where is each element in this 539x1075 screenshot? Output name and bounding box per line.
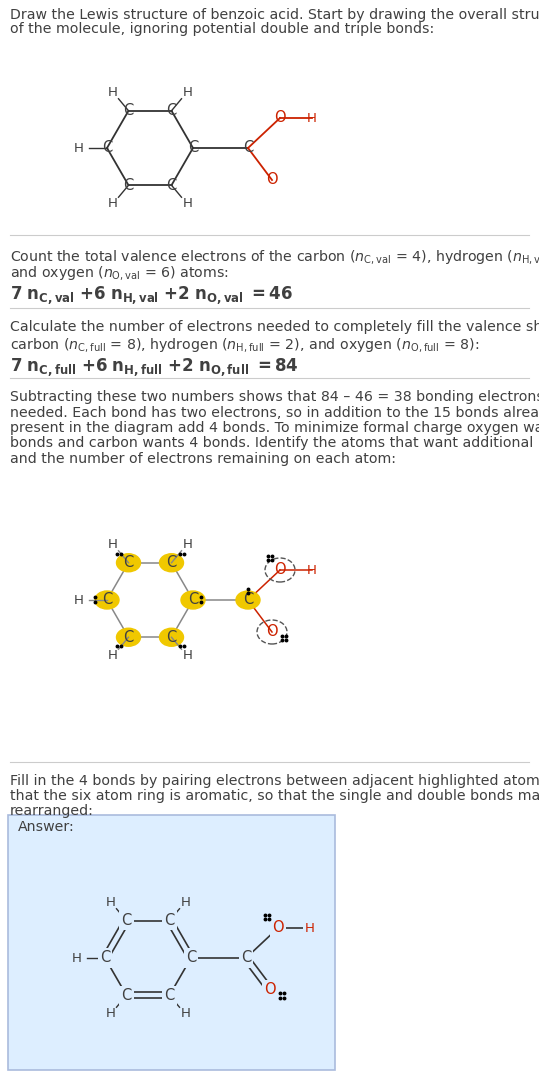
Text: H: H [183,539,192,551]
Text: H: H [181,897,190,909]
Text: C: C [188,592,198,607]
Ellipse shape [160,554,183,572]
Text: $\mathbf{7}$ $\mathbf{n}_\mathbf{C,full}$ $\mathbf{+ 6}$ $\mathbf{n}_\mathbf{H,f: $\mathbf{7}$ $\mathbf{n}_\mathbf{C,full}… [10,356,299,378]
Text: H: H [72,951,82,964]
Ellipse shape [116,554,141,572]
Text: C: C [164,914,175,928]
Text: Answer:: Answer: [18,820,75,834]
Text: H: H [305,921,315,934]
Text: Subtracting these two numbers shows that 84 – 46 = 38 bonding electrons are: Subtracting these two numbers shows that… [10,390,539,404]
Text: C: C [241,950,251,965]
Text: O: O [274,111,286,126]
Text: C: C [123,177,134,192]
Text: Draw the Lewis structure of benzoic acid. Start by drawing the overall structure: Draw the Lewis structure of benzoic acid… [10,8,539,22]
Text: H: H [183,197,192,210]
Text: C: C [243,592,253,607]
Ellipse shape [116,628,141,646]
Text: and oxygen ($n_\mathrm{O,val}$ = 6) atoms:: and oxygen ($n_\mathrm{O,val}$ = 6) atom… [10,264,229,282]
FancyBboxPatch shape [8,815,335,1070]
Text: C: C [123,630,134,645]
Text: H: H [108,539,118,551]
Text: C: C [167,103,177,118]
Ellipse shape [160,628,183,646]
Text: rearranged:: rearranged: [10,804,94,818]
Text: present in the diagram add 4 bonds. To minimize formal charge oxygen wants 2: present in the diagram add 4 bonds. To m… [10,421,539,435]
Text: H: H [181,1007,190,1020]
Text: O: O [274,562,286,577]
Text: H: H [307,112,317,125]
Text: C: C [100,950,110,965]
Text: C: C [102,592,112,607]
Text: that the six atom ring is aromatic, so that the single and double bonds may be: that the six atom ring is aromatic, so t… [10,789,539,803]
Text: H: H [108,86,118,99]
Text: needed. Each bond has two electrons, so in addition to the 15 bonds already: needed. Each bond has two electrons, so … [10,405,539,419]
Ellipse shape [95,591,119,610]
Text: C: C [167,630,177,645]
Text: H: H [183,648,192,662]
Text: H: H [183,86,192,99]
Text: Fill in the 4 bonds by pairing electrons between adjacent highlighted atoms. Not: Fill in the 4 bonds by pairing electrons… [10,774,539,788]
Text: C: C [102,141,112,156]
Text: C: C [167,177,177,192]
Text: C: C [243,141,253,156]
Text: C: C [167,556,177,570]
Text: Count the total valence electrons of the carbon ($n_\mathrm{C,val}$ = 4), hydrog: Count the total valence electrons of the… [10,248,539,266]
Text: H: H [74,593,84,606]
Text: Calculate the number of electrons needed to completely fill the valence shells f: Calculate the number of electrons needed… [10,320,539,334]
Text: H: H [74,142,84,155]
Text: C: C [121,988,132,1003]
Ellipse shape [181,591,205,610]
Text: O: O [272,920,284,935]
Text: $\mathbf{7}$ $\mathbf{n}_\mathbf{C,val}$ $\mathbf{+ 6}$ $\mathbf{n}_\mathbf{H,va: $\mathbf{7}$ $\mathbf{n}_\mathbf{C,val}$… [10,284,293,306]
Text: H: H [108,197,118,210]
Text: H: H [106,1007,115,1020]
Text: O: O [266,172,278,187]
Text: of the molecule, ignoring potential double and triple bonds:: of the molecule, ignoring potential doub… [10,22,434,35]
Text: O: O [266,625,278,640]
Text: H: H [307,563,317,576]
Text: C: C [188,141,198,156]
Text: H: H [106,897,115,909]
Text: C: C [164,988,175,1003]
Ellipse shape [236,591,260,610]
Text: C: C [123,556,134,570]
Text: O: O [264,983,276,998]
Text: C: C [186,950,196,965]
Text: C: C [121,914,132,928]
Text: carbon ($n_\mathrm{C,full}$ = 8), hydrogen ($n_\mathrm{H,full}$ = 2), and oxygen: carbon ($n_\mathrm{C,full}$ = 8), hydrog… [10,336,479,354]
Text: and the number of electrons remaining on each atom:: and the number of electrons remaining on… [10,452,396,465]
Text: H: H [108,648,118,662]
Text: bonds and carbon wants 4 bonds. Identify the atoms that want additional bonds: bonds and carbon wants 4 bonds. Identify… [10,436,539,450]
Text: C: C [123,103,134,118]
